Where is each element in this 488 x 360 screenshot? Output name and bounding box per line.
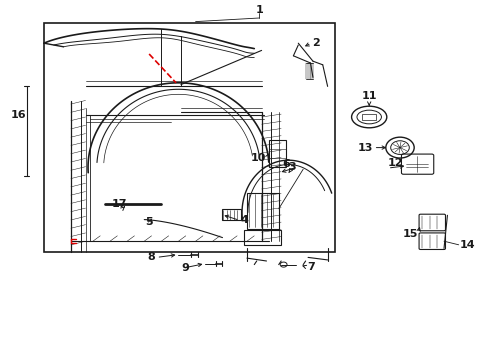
Text: 2: 2: [311, 38, 319, 48]
Text: 1: 1: [255, 5, 263, 15]
Text: 9: 9: [181, 263, 188, 273]
Text: 3: 3: [287, 162, 295, 172]
Text: 11: 11: [361, 91, 376, 101]
Bar: [221, 209, 241, 220]
Bar: [244, 230, 281, 245]
Text: 6: 6: [282, 159, 290, 169]
Text: 12: 12: [387, 158, 403, 168]
Text: 8: 8: [147, 252, 155, 262]
Text: 4: 4: [240, 215, 248, 225]
Text: 10: 10: [251, 153, 266, 163]
Bar: [362, 114, 375, 120]
Bar: [268, 140, 285, 167]
Text: 7: 7: [306, 262, 314, 272]
Bar: [44, 23, 334, 252]
Text: 5: 5: [144, 217, 152, 227]
Bar: [246, 193, 278, 229]
Text: 17: 17: [112, 199, 127, 209]
Text: 16: 16: [11, 110, 26, 120]
Text: 15: 15: [402, 229, 417, 239]
Text: 13: 13: [357, 143, 372, 153]
Text: 14: 14: [459, 240, 474, 250]
